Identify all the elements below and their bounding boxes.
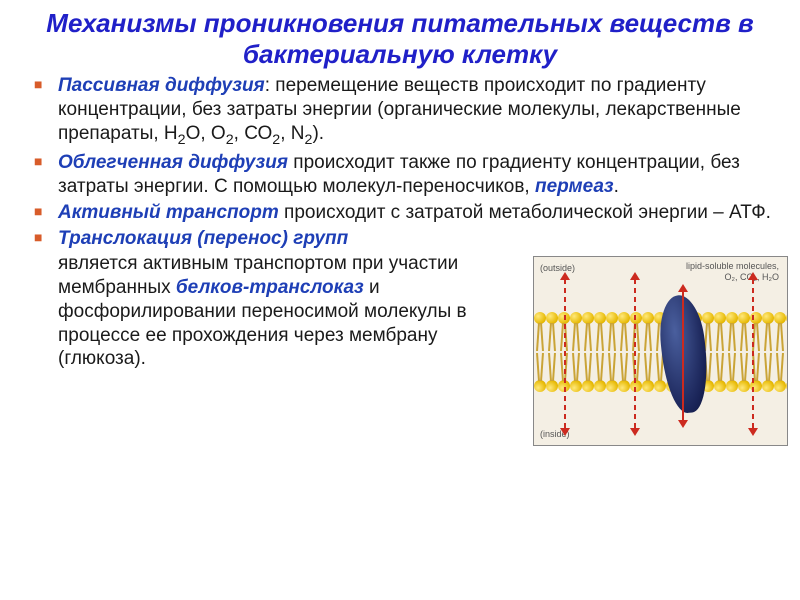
slide-title: Механизмы проникновения питательных веще… bbox=[0, 0, 800, 74]
phospholipid bbox=[630, 352, 642, 392]
diffusion-arrow bbox=[752, 279, 754, 429]
term-translocation: Транслокация (перенос) групп bbox=[58, 228, 348, 249]
phospholipid bbox=[618, 352, 630, 392]
phospholipid bbox=[570, 312, 582, 352]
phospholipid bbox=[774, 312, 786, 352]
bullet-list: Пассивная диффузия: перемещение веществ … bbox=[30, 74, 780, 250]
translocation-row: является активным транспортом при участи… bbox=[30, 252, 780, 446]
phospholipid bbox=[582, 312, 594, 352]
term-permeases: пермеаз bbox=[535, 176, 614, 197]
content-area: Пассивная диффузия: перемещение веществ … bbox=[0, 74, 800, 446]
phospholipid bbox=[582, 352, 594, 392]
phospholipid bbox=[546, 312, 558, 352]
phospholipid bbox=[774, 352, 786, 392]
diffusion-arrow bbox=[682, 291, 684, 421]
diffusion-arrow bbox=[634, 279, 636, 429]
phospholipid bbox=[546, 352, 558, 392]
translocation-text: является активным транспортом при участи… bbox=[30, 252, 525, 371]
bullet-facilitated: Облегченная диффузия происходит также по… bbox=[30, 151, 780, 199]
phospholipid bbox=[714, 352, 726, 392]
phospholipid bbox=[726, 312, 738, 352]
label-caption: lipid-soluble molecules, bbox=[686, 261, 779, 271]
phospholipid bbox=[642, 312, 654, 352]
phospholipid bbox=[726, 352, 738, 392]
phospholipid bbox=[606, 312, 618, 352]
term-active: Активный транспорт bbox=[58, 202, 279, 223]
bullet-passive: Пассивная диффузия: перемещение веществ … bbox=[30, 74, 780, 149]
phospholipid bbox=[738, 312, 750, 352]
phospholipid bbox=[618, 312, 630, 352]
phospholipid bbox=[786, 352, 787, 392]
term-facilitated: Облегченная диффузия bbox=[58, 152, 288, 173]
term-passive: Пассивная диффузия bbox=[58, 75, 265, 96]
phospholipid bbox=[606, 352, 618, 392]
phospholipid bbox=[642, 352, 654, 392]
phospholipid bbox=[630, 312, 642, 352]
phospholipid bbox=[786, 312, 787, 352]
phospholipid bbox=[570, 352, 582, 392]
membrane-diagram: (outside) lipid-soluble molecules, O₂, C… bbox=[533, 256, 788, 446]
phospholipid bbox=[762, 352, 774, 392]
phospholipid bbox=[714, 312, 726, 352]
bullet-translocation: Транслокация (перенос) групп bbox=[30, 227, 780, 251]
diffusion-arrow bbox=[564, 279, 566, 429]
phospholipid bbox=[534, 312, 546, 352]
phospholipid bbox=[738, 352, 750, 392]
phospholipid bbox=[762, 312, 774, 352]
term-translocases: белков-транслоказ bbox=[176, 277, 364, 298]
phospholipid bbox=[594, 352, 606, 392]
text-active: происходит с затратой метаболической эне… bbox=[279, 202, 771, 223]
phospholipid bbox=[594, 312, 606, 352]
bullet-active: Активный транспорт происходит с затратой… bbox=[30, 201, 780, 225]
phospholipid bbox=[534, 352, 546, 392]
